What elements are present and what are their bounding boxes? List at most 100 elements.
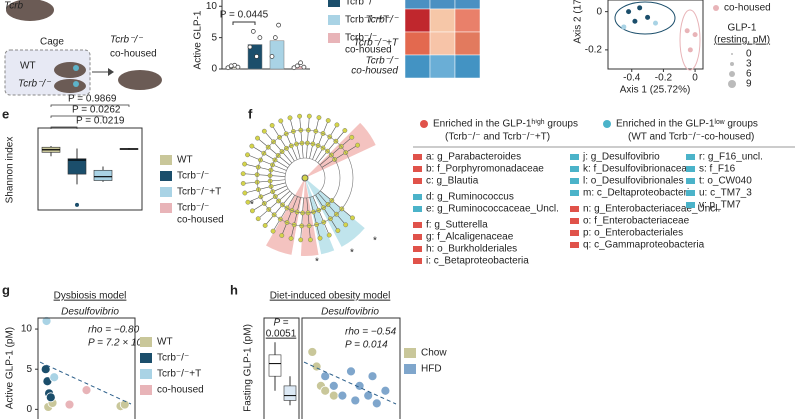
node xyxy=(287,115,293,121)
node xyxy=(242,190,248,196)
branch xyxy=(243,173,286,177)
y-tick-label: 0 xyxy=(26,404,32,415)
plot-frame xyxy=(301,317,401,419)
clade-highlight xyxy=(305,122,376,178)
label: Desulfovibrio xyxy=(321,307,379,318)
fit-line xyxy=(303,361,397,405)
branch xyxy=(289,117,301,159)
taxon-label: d: g_Ruminococcus xyxy=(426,192,514,203)
box xyxy=(283,385,297,401)
clade-highlight xyxy=(300,178,319,256)
legend-label: HFD xyxy=(421,364,442,375)
branch xyxy=(319,137,352,166)
node xyxy=(342,128,348,133)
taxon-swatch xyxy=(570,166,579,172)
row-label: Tcrb⁻/⁻+T xyxy=(354,38,399,49)
point xyxy=(49,372,60,383)
plot-frame xyxy=(607,0,704,70)
legend-dot xyxy=(603,120,611,128)
legend-swatch xyxy=(140,353,152,363)
node xyxy=(334,122,340,128)
branch xyxy=(281,196,298,236)
dot xyxy=(294,63,300,69)
dot xyxy=(276,22,281,28)
dot xyxy=(272,35,278,40)
cage-diagram xyxy=(4,0,162,96)
legend-swatch xyxy=(404,364,416,374)
taxon-label: c: g_Blautia xyxy=(426,176,479,187)
x-axis-label: Axis 1 (25.72%) xyxy=(620,85,691,96)
taxon-label: g: f_Alcaligenaceae xyxy=(426,232,514,243)
heatmap-cell xyxy=(429,54,456,79)
label: (resting, pM) xyxy=(714,35,770,46)
point xyxy=(40,364,51,375)
bracket xyxy=(232,21,256,25)
label: P = 0.9869 xyxy=(68,94,117,105)
label: GLP-1 xyxy=(728,23,757,34)
taxon-swatch xyxy=(413,194,422,200)
taxon-label: i: c_Betaproteobacteria xyxy=(426,256,529,267)
taxon-swatch xyxy=(413,206,422,212)
label: e xyxy=(2,106,9,121)
point xyxy=(328,390,339,401)
node xyxy=(279,233,285,238)
point xyxy=(621,24,627,30)
legend-swatch xyxy=(328,0,340,7)
legend-label: Tcrb⁻/⁻ xyxy=(345,0,377,8)
taxon-swatch xyxy=(686,154,695,160)
legend-label: co-housed xyxy=(345,45,392,56)
legend-label: Tcrb⁻/⁻ xyxy=(345,33,377,44)
branch xyxy=(252,188,289,212)
node xyxy=(242,161,247,167)
label: rho = −0.54 xyxy=(345,327,397,338)
taxon-label: n: g_Enterobacteriaceae_Uncl. xyxy=(583,204,720,215)
taxon-label: p: o_Enterobacteriales xyxy=(583,228,683,239)
label: Diet-induced obesity model xyxy=(270,291,391,302)
taxon-label: a: g_Parabacteroides xyxy=(426,152,521,163)
branch xyxy=(321,144,358,168)
taxon-label: q: c_Gammaproteobacteria xyxy=(583,240,705,251)
y-axis-label: Fasting GLP-1 (pM) xyxy=(243,324,254,412)
y-tick-label: -0.2 xyxy=(585,45,603,56)
size-key xyxy=(728,80,736,88)
label: g xyxy=(2,282,10,297)
box xyxy=(268,354,282,377)
branch xyxy=(312,196,330,236)
label: (WT and Tcrb⁻/⁻-co-housed) xyxy=(628,132,754,143)
outlier xyxy=(75,202,79,207)
taxon-label: l: o_Desulfovibrionales xyxy=(583,176,684,187)
node xyxy=(301,174,309,182)
node xyxy=(288,236,294,241)
label: P = 0.0445 xyxy=(220,10,269,21)
branch xyxy=(299,116,304,159)
bracket xyxy=(50,126,78,129)
node xyxy=(249,143,255,149)
taxon-label: t: o_CW040 xyxy=(699,176,752,187)
legend-swatch xyxy=(140,369,152,379)
node xyxy=(350,215,355,221)
taxon-swatch xyxy=(413,178,422,184)
size-label: 3 xyxy=(746,59,752,70)
node xyxy=(325,118,331,123)
dot xyxy=(235,64,241,70)
ring xyxy=(256,129,354,227)
taxon-swatch xyxy=(686,202,695,208)
taxon-label: b: f_Porphyromonadaceae xyxy=(426,164,544,175)
label: P = 0.014 xyxy=(345,340,388,351)
branch xyxy=(300,197,304,240)
node xyxy=(255,216,261,222)
taxon-label: v: p_TM7 xyxy=(699,200,741,211)
branch xyxy=(244,182,286,194)
branch xyxy=(309,197,321,239)
point xyxy=(687,47,693,53)
node xyxy=(262,223,268,228)
dot xyxy=(298,60,303,66)
ellipse xyxy=(614,1,676,35)
taxon-swatch xyxy=(413,258,422,264)
node xyxy=(240,181,246,186)
star: * xyxy=(315,257,319,268)
y-axis-label: Active GLP-1 (pM) xyxy=(5,327,16,409)
branch xyxy=(243,179,286,184)
taxon-swatch xyxy=(413,246,422,252)
